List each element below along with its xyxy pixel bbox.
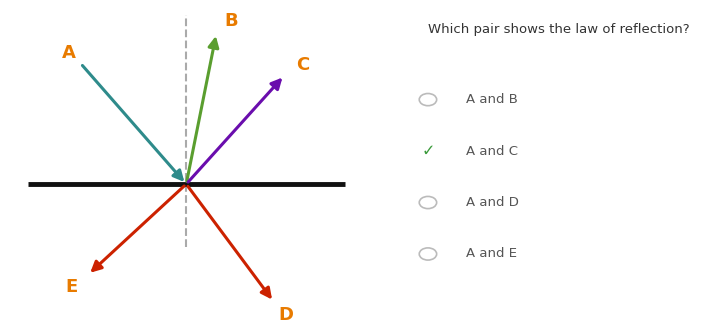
Text: Which pair shows the law of reflection?: Which pair shows the law of reflection? — [428, 23, 690, 36]
Text: C: C — [296, 56, 309, 74]
Text: ✓: ✓ — [421, 143, 435, 159]
Text: A and C: A and C — [466, 144, 518, 158]
Text: A and E: A and E — [466, 247, 517, 261]
Text: D: D — [278, 306, 293, 324]
Text: A: A — [62, 44, 75, 62]
Text: B: B — [225, 12, 238, 30]
Text: A and B: A and B — [466, 93, 518, 106]
Text: E: E — [65, 278, 78, 296]
Text: A and D: A and D — [466, 196, 519, 209]
